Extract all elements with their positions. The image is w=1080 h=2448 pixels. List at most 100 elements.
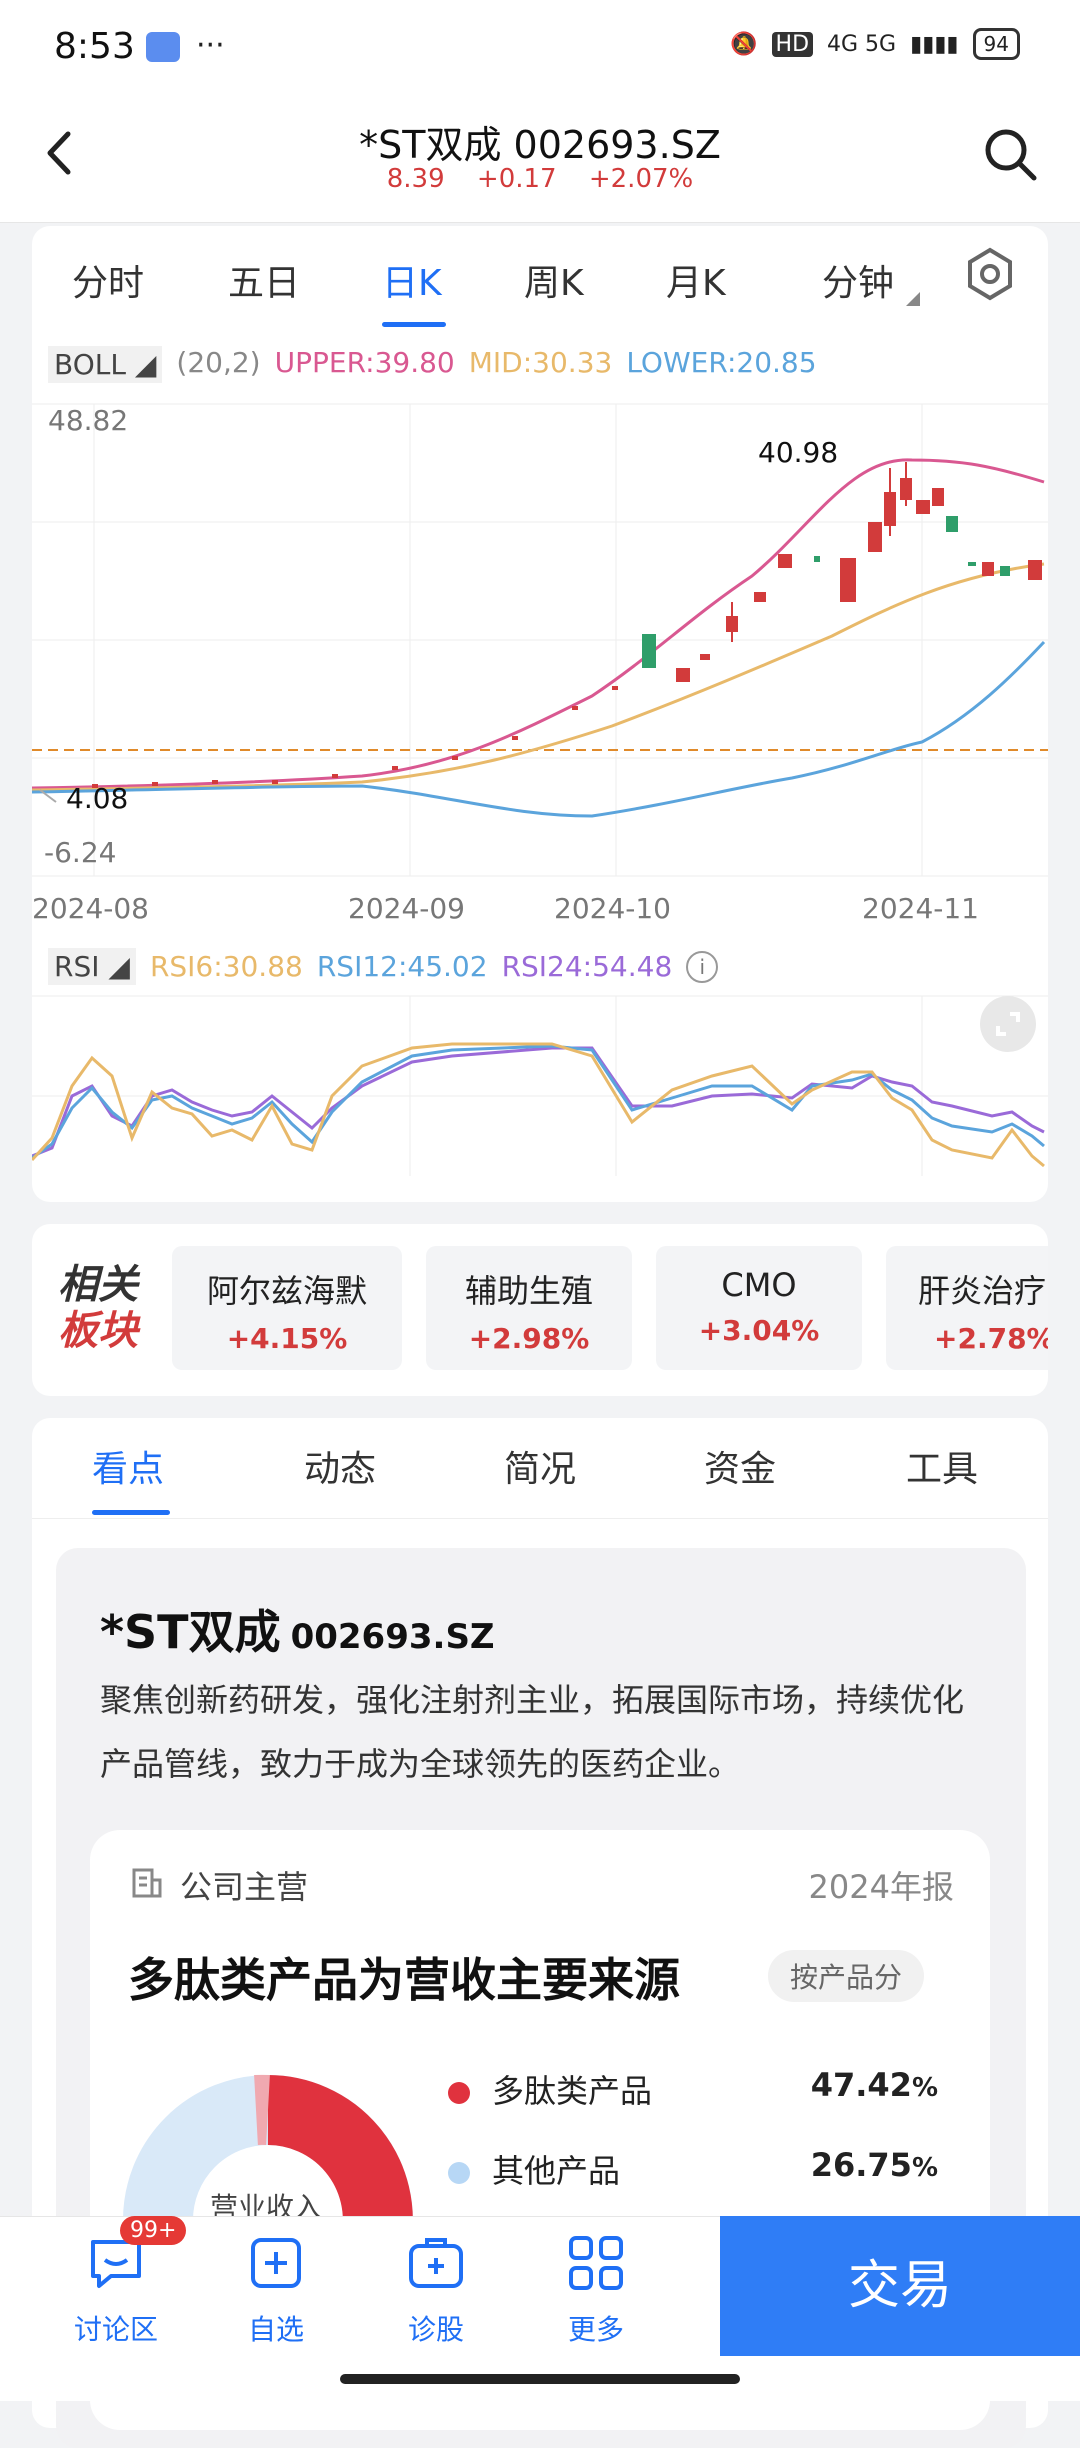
sector-change: +4.15% (172, 1322, 402, 1355)
boll-name: BOLL (54, 348, 126, 381)
tab-profile[interactable]: 简况 (504, 1440, 576, 1492)
legend-name: 多肽类产品 (492, 2072, 652, 2110)
low-price-label: 4.08 (66, 782, 128, 815)
status-time: 8:53 (54, 26, 135, 67)
tab-intraday[interactable]: 分时 (72, 254, 144, 306)
network-label: 4G 5G (827, 32, 896, 57)
legend-value: 47.42% (811, 2066, 938, 2104)
legend-item: 多肽类产品 47.42% (448, 2066, 938, 2112)
candle (900, 478, 912, 500)
boll-lower: LOWER:20.85 (626, 346, 816, 383)
mute-icon: 🔕 (730, 32, 757, 57)
tab-funds[interactable]: 资金 (704, 1440, 776, 1492)
tab-minute[interactable]: 分钟 (822, 254, 894, 306)
info-icon[interactable]: i (686, 951, 718, 983)
price: 8.39 (387, 164, 445, 194)
company-code: 002693.SZ (291, 1617, 495, 1657)
rsi24-value: RSI24:54.48 (502, 950, 673, 983)
status-more-dots: ··· (196, 28, 225, 63)
nav-more[interactable]: 更多 (536, 2232, 656, 2348)
sector-item[interactable]: 阿尔兹海默 +4.15% (172, 1246, 402, 1370)
candle (968, 562, 976, 566)
expand-icon[interactable] (980, 996, 1036, 1052)
nav-diagnose[interactable]: 诊股 (376, 2232, 496, 2348)
candle (814, 556, 820, 562)
dropdown-corner-icon (906, 292, 920, 306)
tab-daily-k[interactable]: 日K (382, 254, 442, 306)
divider (32, 1518, 1048, 1519)
tab-weekly-k[interactable]: 周K (524, 254, 584, 306)
candle (754, 592, 766, 602)
battery-icon: 94 (973, 28, 1020, 60)
tab-news[interactable]: 动态 (304, 1440, 376, 1492)
sector-item[interactable]: 肝炎治疗 +2.78% (886, 1246, 1048, 1370)
sector-item[interactable]: 辅助生殖 +2.98% (426, 1246, 632, 1370)
candle (868, 522, 882, 552)
active-info-tab-indicator (92, 1510, 170, 1515)
hd-icon: HD (772, 32, 813, 57)
boll-mid-line (32, 564, 1044, 790)
nav-watchlist[interactable]: 自选 (216, 2232, 336, 2348)
high-price-label: 40.98 (758, 436, 838, 469)
kline-chart[interactable] (32, 396, 1048, 1196)
grid-icon (565, 2232, 627, 2294)
boll-selector[interactable]: BOLL ◢ (48, 346, 162, 383)
tab-tools[interactable]: 工具 (906, 1440, 978, 1492)
candle (1028, 560, 1042, 580)
unread-badge: 99+ (120, 2216, 186, 2245)
quote-line: 8.39 +0.17 +2.07% (0, 164, 1080, 194)
trade-button[interactable]: 交易 (720, 2216, 1080, 2356)
candle (840, 558, 856, 602)
candle (946, 516, 958, 532)
sector-item[interactable]: CMO +3.04% (656, 1246, 862, 1370)
tab-five-day[interactable]: 五日 (228, 254, 300, 306)
sector-change: +2.98% (426, 1322, 632, 1355)
search-icon[interactable] (980, 124, 1040, 184)
diagnose-icon (405, 2232, 467, 2294)
report-year: 2024年报 (809, 1862, 954, 1908)
status-indicators: 🔕 HD 4G 5G ▮▮▮▮ 94 (730, 28, 1020, 60)
group-by-chip[interactable]: 按产品分 (768, 1950, 924, 2002)
candle (778, 554, 792, 568)
x-axis-label: 2024-11 (862, 892, 979, 925)
tab-highlights[interactable]: 看点 (92, 1440, 164, 1492)
building-icon (130, 1866, 164, 1900)
signal-icon: ▮▮▮▮ (910, 32, 958, 57)
company-name: *ST双成 (100, 1605, 281, 1659)
sector-name: 辅助生殖 (426, 1266, 632, 1312)
nav-label: 讨论区 (56, 2308, 176, 2348)
tab-monthly-k[interactable]: 月K (666, 254, 726, 306)
rsi-name: RSI (54, 950, 100, 983)
sector-name: CMO (656, 1266, 862, 1304)
active-tab-indicator (382, 322, 446, 327)
app-notification-icon (146, 32, 180, 62)
company-description: 聚焦创新药研发，强化注射剂主业，拓展国际市场，持续优化产品管线，致力于成为全球领… (100, 1668, 980, 1796)
candle (700, 654, 710, 660)
rsi6-line (32, 1044, 1044, 1166)
candle (726, 616, 738, 632)
business-headline: 多肽类产品为营收主要来源 (128, 1944, 680, 2010)
candle (676, 668, 690, 682)
rsi12-value: RSI12:45.02 (317, 950, 488, 983)
related-title-line2: 板块 (58, 1308, 138, 1354)
legend-dot (448, 2162, 470, 2184)
boll-params: (20,2) (176, 346, 260, 383)
boll-lower-line (32, 642, 1044, 816)
nav-discussion[interactable]: 讨论区 (56, 2232, 176, 2348)
price-axis-bottom: -6.24 (44, 836, 116, 869)
legend-item: 其他产品 26.75% (448, 2146, 938, 2192)
rsi6-value: RSI6:30.88 (150, 950, 303, 983)
nav-label: 诊股 (376, 2308, 496, 2348)
candle (1000, 566, 1010, 576)
x-axis-label: 2024-10 (554, 892, 671, 925)
price-change: +0.17 (477, 164, 557, 194)
boll-mid: MID:30.33 (469, 346, 613, 383)
legend-dot (448, 2082, 470, 2104)
gear-icon[interactable] (962, 246, 1018, 302)
x-axis-label: 2024-09 (348, 892, 465, 925)
rsi-selector[interactable]: RSI ◢ (48, 948, 136, 985)
nav-label: 更多 (536, 2308, 656, 2348)
home-indicator[interactable] (340, 2374, 740, 2384)
related-title-line1: 相关 (58, 1262, 138, 1308)
rsi-legend: RSI ◢ RSI6:30.88 RSI12:45.02 RSI24:54.48… (48, 948, 718, 985)
